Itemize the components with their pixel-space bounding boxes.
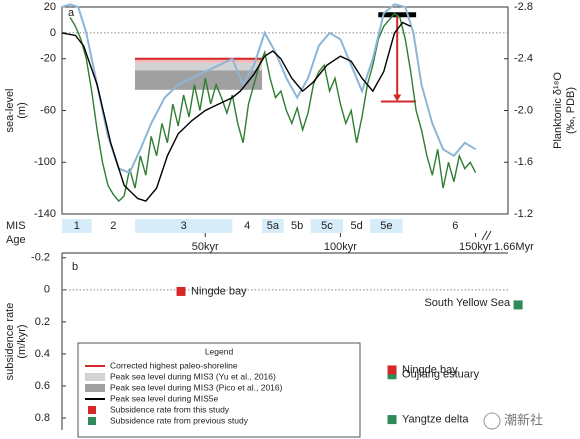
legend-label: Peak sea level during MIS3 (Pico et al.,… (110, 382, 283, 392)
y-tick-label: -60 (40, 104, 56, 116)
legend-label: Peak sea level during MIS3 (Yu et al., 2… (110, 371, 276, 381)
y-tick-label: -140 (34, 208, 56, 220)
marker (387, 415, 397, 425)
stage-name: 5c (321, 220, 333, 232)
legend-box (77, 342, 361, 438)
y-axis-label: (m/kyr) (16, 324, 28, 358)
series-line (61, 21, 412, 202)
stage-box (62, 219, 92, 233)
y2-axis-label: (‰, PDB) (565, 87, 577, 134)
stage-box (134, 219, 233, 233)
legend-label: Corrected highest paleo-shoreline (110, 360, 238, 370)
axis-break (481, 230, 488, 241)
legend-swatch (85, 384, 105, 392)
y-axis-label: (m) (16, 102, 28, 119)
panel-label: a (68, 7, 75, 19)
y-tick-label: 0.4 (35, 348, 50, 360)
y-tick-label: 0 (44, 284, 50, 296)
y-tick-label: 0.8 (35, 412, 50, 424)
y-axis-label: subsidence rate (4, 303, 16, 381)
legend-swatch (88, 406, 96, 414)
arrow-head (393, 94, 402, 102)
stage-name: 1 (74, 220, 80, 232)
axis-break (485, 230, 492, 241)
marker (176, 286, 186, 296)
legend-label: Subsidence rate from this study (110, 404, 230, 414)
y-tick-label: 0 (50, 27, 56, 39)
point-label: Ningde bay (402, 364, 458, 376)
y2-tick-label: -2.0 (514, 104, 533, 116)
stage-label: MIS (6, 220, 26, 232)
legend-label: Peak sea level during MIS5e (110, 393, 218, 403)
watermark-icon (483, 412, 501, 430)
marker (387, 370, 397, 380)
panel-label: b (72, 261, 78, 273)
stage-name: 5b (291, 220, 303, 232)
point-label: Yangtze delta (402, 413, 469, 425)
legend-label: Subsidence rate from previous study (110, 415, 249, 425)
stage-name: 5d (351, 220, 363, 232)
point-label: South Yellow Sea (424, 297, 511, 309)
stage-box (310, 219, 344, 233)
y-tick-label: 20 (44, 1, 56, 13)
panel-a-frame (61, 6, 509, 215)
y2-tick-label: -1.6 (514, 156, 533, 168)
stage-box (262, 219, 284, 233)
y-tick-label: -0.2 (31, 252, 50, 264)
stage-name: 2 (110, 220, 116, 232)
x-break-label: 1.66Myr (494, 241, 534, 253)
legend-swatch (88, 417, 96, 425)
y-axis-label: sea-level (4, 88, 16, 132)
y2-axis-label: Planktonic δ¹⁸O (552, 72, 564, 149)
x-tick-label: 150kyr (459, 241, 492, 253)
watermark: 潮新社 (504, 412, 543, 427)
stage-name: 3 (181, 220, 187, 232)
y-tick-label: 0.6 (35, 380, 50, 392)
series-line (69, 12, 477, 203)
legend-title: Legend (205, 346, 234, 356)
marker (387, 365, 397, 375)
band (134, 70, 263, 90)
y-tick-label: -100 (34, 156, 56, 168)
stage-name: 5e (380, 220, 392, 232)
y-tick-label: -20 (40, 53, 56, 65)
x-tick-label: 50kyr (192, 241, 219, 253)
stage-name: 6 (452, 220, 458, 232)
marker (513, 300, 523, 310)
band (134, 58, 263, 63)
stage-name: 5a (267, 220, 280, 232)
stage-box (370, 219, 403, 233)
y2-tick-label: -1.2 (514, 208, 533, 220)
band (134, 62, 263, 71)
point-label: Oujiang estuary (402, 369, 480, 381)
series-line (61, 3, 477, 174)
x-tick-label: 100kyr (324, 241, 357, 253)
y-tick-label: 0.2 (35, 316, 50, 328)
y2-tick-label: -2.8 (514, 1, 533, 13)
y2-tick-label: -2.4 (514, 53, 533, 65)
point-label: Ningde bay (191, 285, 247, 297)
age-label: Age (6, 234, 26, 246)
stage-name: 4 (244, 220, 250, 232)
legend-swatch (85, 373, 105, 381)
